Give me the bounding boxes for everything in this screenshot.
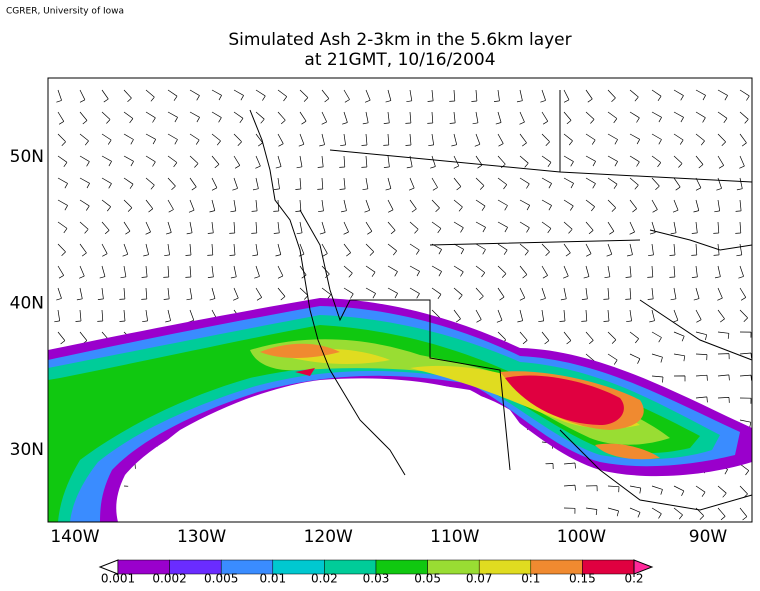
colorbar-label: 0.1	[521, 572, 540, 586]
colorbar: 0.001 0.002 0.005 0.01 0.02 0.03 0.05 0.07 0.1 0.…	[98, 559, 654, 586]
lon-label: 120W	[304, 527, 353, 547]
colorbar-label: 0.15	[569, 572, 596, 586]
colorbar-over	[633, 559, 654, 575]
colorbar-label: 0.005	[204, 572, 238, 586]
colorbar-label: 0.002	[152, 572, 186, 586]
map-frame	[47, 77, 753, 523]
lat-label: 40N	[10, 294, 44, 314]
ash-plume	[48, 298, 752, 522]
colorbar-label: 0.03	[363, 572, 390, 586]
lon-label: 110W	[430, 527, 479, 547]
lon-label: 130W	[177, 527, 226, 547]
title-line: at 21GMT, 10/16/2004	[304, 50, 495, 70]
colorbar-label: 0.02	[311, 572, 338, 586]
credit: CGRER, University of Iowa	[6, 7, 124, 17]
lat-label: 30N	[10, 440, 44, 460]
colorbar-label: 0.05	[414, 572, 441, 586]
lon-label: 90W	[689, 527, 728, 547]
colorbar-label: 0.01	[259, 572, 286, 586]
colorbar-label: 0.001	[101, 572, 135, 586]
lon-label: 100W	[557, 527, 606, 547]
colorbar-label: 0.2	[624, 572, 643, 586]
colorbar-label: 0.07	[466, 572, 493, 586]
coast-borders	[249, 90, 753, 511]
lat-label: 50N	[10, 147, 44, 167]
title-line: Simulated Ash 2-3km in the 5.6km layer	[228, 30, 571, 50]
lon-label: 140W	[50, 527, 99, 547]
